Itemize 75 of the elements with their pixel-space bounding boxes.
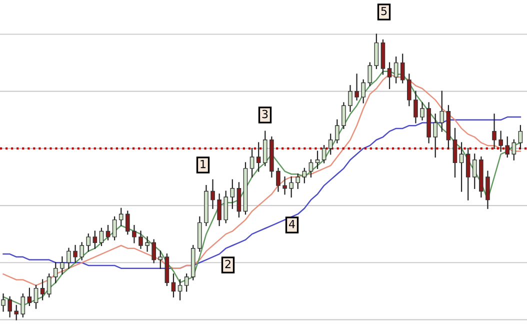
candlestick — [289, 176, 294, 198]
annotation: 3 — [262, 110, 268, 118]
candlestick — [73, 244, 78, 264]
candlestick — [184, 273, 189, 292]
candlestick — [256, 142, 261, 172]
candlestick — [433, 114, 438, 158]
candlestick — [8, 296, 12, 318]
candlestick — [99, 228, 104, 246]
candlestick — [486, 170, 490, 209]
candlestick — [66, 248, 71, 269]
candlestick — [368, 62, 372, 86]
candlestick — [118, 208, 124, 226]
candlestick — [400, 54, 405, 84]
candlestick — [236, 182, 242, 218]
candlestick — [505, 136, 510, 158]
candlestick — [361, 79, 366, 104]
candlestick — [53, 262, 58, 284]
candlestick — [387, 62, 392, 90]
candlestick — [178, 279, 182, 300]
annotation: 2 — [225, 260, 230, 268]
candlestick — [315, 150, 320, 169]
candlestick — [296, 174, 300, 189]
candlestick — [171, 273, 176, 298]
candlestick — [440, 90, 444, 132]
candlestick — [132, 224, 136, 244]
candlestick — [466, 148, 470, 200]
candlestick — [308, 159, 314, 178]
candlestick — [420, 102, 424, 120]
candlestick — [374, 34, 379, 70]
candlestick — [106, 224, 110, 240]
candlestick — [335, 119, 340, 144]
candlestick — [210, 179, 215, 209]
candlestick — [14, 304, 19, 320]
candlestick — [302, 168, 307, 184]
text: 5 — [381, 6, 387, 16]
candlestick — [492, 114, 496, 149]
candlestick — [354, 74, 359, 100]
candlestick — [328, 134, 333, 155]
candlestick — [40, 279, 45, 300]
candlestick — [230, 179, 235, 209]
candlestick — [407, 74, 412, 106]
candlestick — [262, 130, 268, 166]
candlestick — [112, 216, 117, 240]
candlestick — [348, 85, 352, 112]
candlestick — [217, 194, 222, 226]
candlestick — [86, 234, 91, 252]
candlestick — [276, 168, 280, 192]
candlestick — [34, 284, 38, 309]
candlestick — [145, 236, 150, 252]
candlestick — [152, 239, 156, 264]
candlestick — [282, 176, 287, 195]
candlestick — [394, 56, 398, 84]
candlestick — [20, 293, 26, 318]
candlestick — [92, 230, 98, 249]
candlestick — [80, 242, 84, 260]
candlestick — [126, 210, 130, 235]
candlestick — [1, 293, 6, 312]
candlestick — [512, 139, 516, 160]
annotation: 1 — [200, 160, 206, 168]
candlestick — [459, 142, 464, 192]
annotation: 4 — [289, 220, 295, 228]
candlestick — [518, 125, 523, 149]
candlestick — [472, 154, 477, 189]
candlestick — [60, 256, 64, 275]
candlestick — [27, 288, 32, 306]
candlestick — [342, 102, 346, 130]
candlestick — [452, 128, 458, 178]
candlestick — [224, 190, 228, 224]
candlestick — [322, 145, 326, 164]
candlestick — [414, 90, 418, 124]
candlestick — [158, 250, 163, 269]
candlestick — [250, 148, 254, 178]
candlestick — [138, 230, 143, 249]
candlestick — [46, 273, 52, 298]
candlestick — [498, 130, 503, 152]
